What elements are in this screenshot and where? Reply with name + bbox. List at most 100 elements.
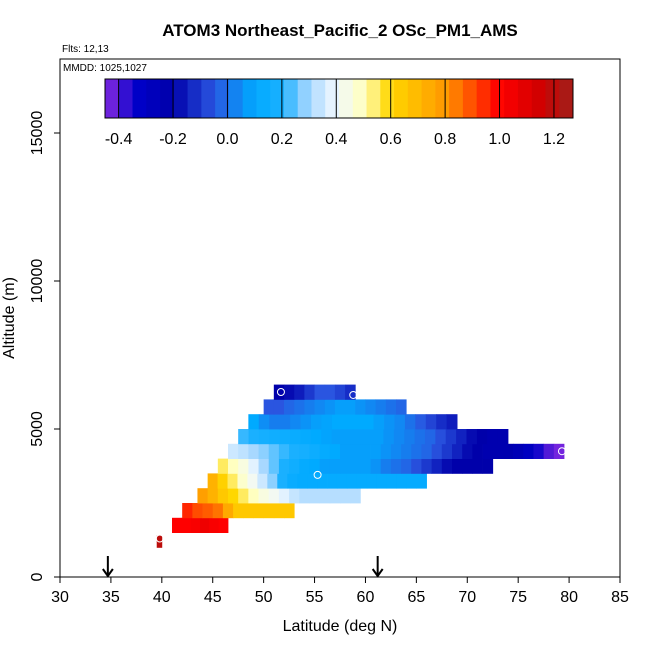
heatmap-cell [404, 429, 415, 445]
heatmap-cell [543, 443, 555, 459]
heatmap-cell [263, 503, 275, 519]
flight-arrows [102, 556, 384, 578]
heatmap-cell [533, 443, 545, 459]
colorbar-tick-label: 0.2 [271, 131, 293, 148]
chart-title: ATOM3 Northeast_Pacific_2 OSc_PM1_AMS [162, 21, 518, 40]
heatmap-cell [309, 443, 321, 459]
heatmap-cell [321, 429, 332, 445]
heatmap-cell [248, 443, 259, 459]
heatmap-cell [502, 443, 514, 459]
colorbar-segment [311, 79, 326, 118]
colorbar-segment [559, 79, 574, 118]
sample-marker [313, 470, 322, 479]
heatmap-cell [228, 458, 239, 474]
heatmap-cell [279, 414, 291, 430]
colorbar-segment [476, 79, 491, 118]
heatmap-cell [207, 488, 219, 504]
heatmap-cell [363, 414, 374, 430]
heatmap-cell [334, 399, 346, 415]
heatmap-cell [227, 473, 238, 489]
heatmap-cell [416, 473, 427, 489]
heatmap-cell [248, 488, 259, 504]
heatmap-cell [373, 414, 385, 430]
colorbar-segment [380, 79, 395, 118]
heatmap-cell [386, 473, 398, 489]
heatmap-cell [329, 458, 341, 474]
heatmap-cell [228, 443, 239, 459]
heatmap-cell [406, 473, 417, 489]
heatmap-cell [290, 414, 301, 430]
heatmap-cell [233, 503, 244, 519]
heatmap-cell [314, 384, 326, 400]
heatmap-cell [441, 443, 453, 459]
heatmap-cell [462, 443, 473, 459]
heatmap-cell [284, 503, 295, 519]
colorbar-segment [270, 79, 285, 118]
heatmap-cell [553, 443, 565, 459]
colorbar-segment [283, 79, 299, 118]
colorbar-segment [256, 79, 271, 118]
heatmap-cell [340, 488, 351, 504]
heatmap-cell [299, 443, 310, 459]
heatmap-cell [273, 503, 285, 519]
colorbar-frame [104, 78, 574, 119]
heatmap-cell [375, 399, 387, 415]
heatmap-cell [346, 473, 358, 489]
heatmap-cell [263, 399, 275, 415]
heatmap-cell [482, 458, 494, 474]
heatmap-cell [396, 399, 407, 415]
heatmap-cell [304, 399, 315, 415]
heatmap-cell [294, 399, 305, 415]
heatmap-cells [156, 384, 565, 548]
heatmap-cell [284, 384, 295, 400]
heatmap-cell [209, 517, 220, 533]
heatmap-cell [360, 458, 371, 474]
heatmap-cell [299, 488, 310, 504]
heatmap-cell [248, 414, 260, 430]
heatmap-cell [390, 443, 402, 459]
heatmap-cell [273, 384, 285, 400]
heatmap-cell [273, 399, 285, 415]
heatmap-cell [156, 535, 163, 542]
heatmap-cell [452, 458, 463, 474]
heatmap-cell [487, 429, 499, 445]
heatmap-cell [238, 488, 249, 504]
colorbar-segment [325, 79, 340, 118]
colorbar-segment [435, 79, 450, 118]
heatmap-cell [310, 414, 322, 430]
y-axis-label: Altitude (m) [1, 277, 18, 359]
flight-arrow [371, 556, 384, 578]
heatmap-cell [421, 443, 433, 459]
colorbar-segment [449, 79, 464, 118]
heatmap-cell [258, 458, 270, 474]
heatmap-cell [414, 429, 426, 445]
heatmap-cell [331, 414, 343, 430]
colorbar: -0.4 -0.2 0.0 0.2 0.4 0.6 0.8 1.0 1.2 [104, 78, 574, 148]
heatmap-cell [190, 517, 201, 533]
heatmap-cell [202, 503, 214, 519]
x-tick-label: 75 [509, 589, 527, 606]
colorbar-segment [132, 79, 147, 118]
heatmap-cell [284, 399, 295, 415]
heatmap-cell [257, 473, 268, 489]
heatmap-cell [289, 458, 300, 474]
heatmap-cell [441, 458, 453, 474]
heatmap-cell [404, 414, 416, 430]
heatmap-cell [314, 399, 326, 415]
heatmap-cell [345, 399, 356, 415]
flights-label: Flts: 12,13 [62, 44, 109, 55]
colorbar-segment [517, 79, 533, 118]
flight-arrow [102, 556, 114, 578]
heatmap-cell [425, 414, 437, 430]
heatmap-cell [300, 414, 312, 430]
heatmap-cell [319, 488, 331, 504]
heatmap-cell [269, 429, 281, 445]
colorbar-segment [201, 79, 216, 118]
heatmap-cell [415, 414, 427, 430]
heatmap-cell [278, 488, 290, 504]
heatmap-cell [294, 384, 305, 400]
heatmap-cell [352, 429, 364, 445]
heatmap-cell [258, 443, 270, 459]
heatmap-cell [309, 458, 321, 474]
sample-markers [155, 388, 566, 543]
